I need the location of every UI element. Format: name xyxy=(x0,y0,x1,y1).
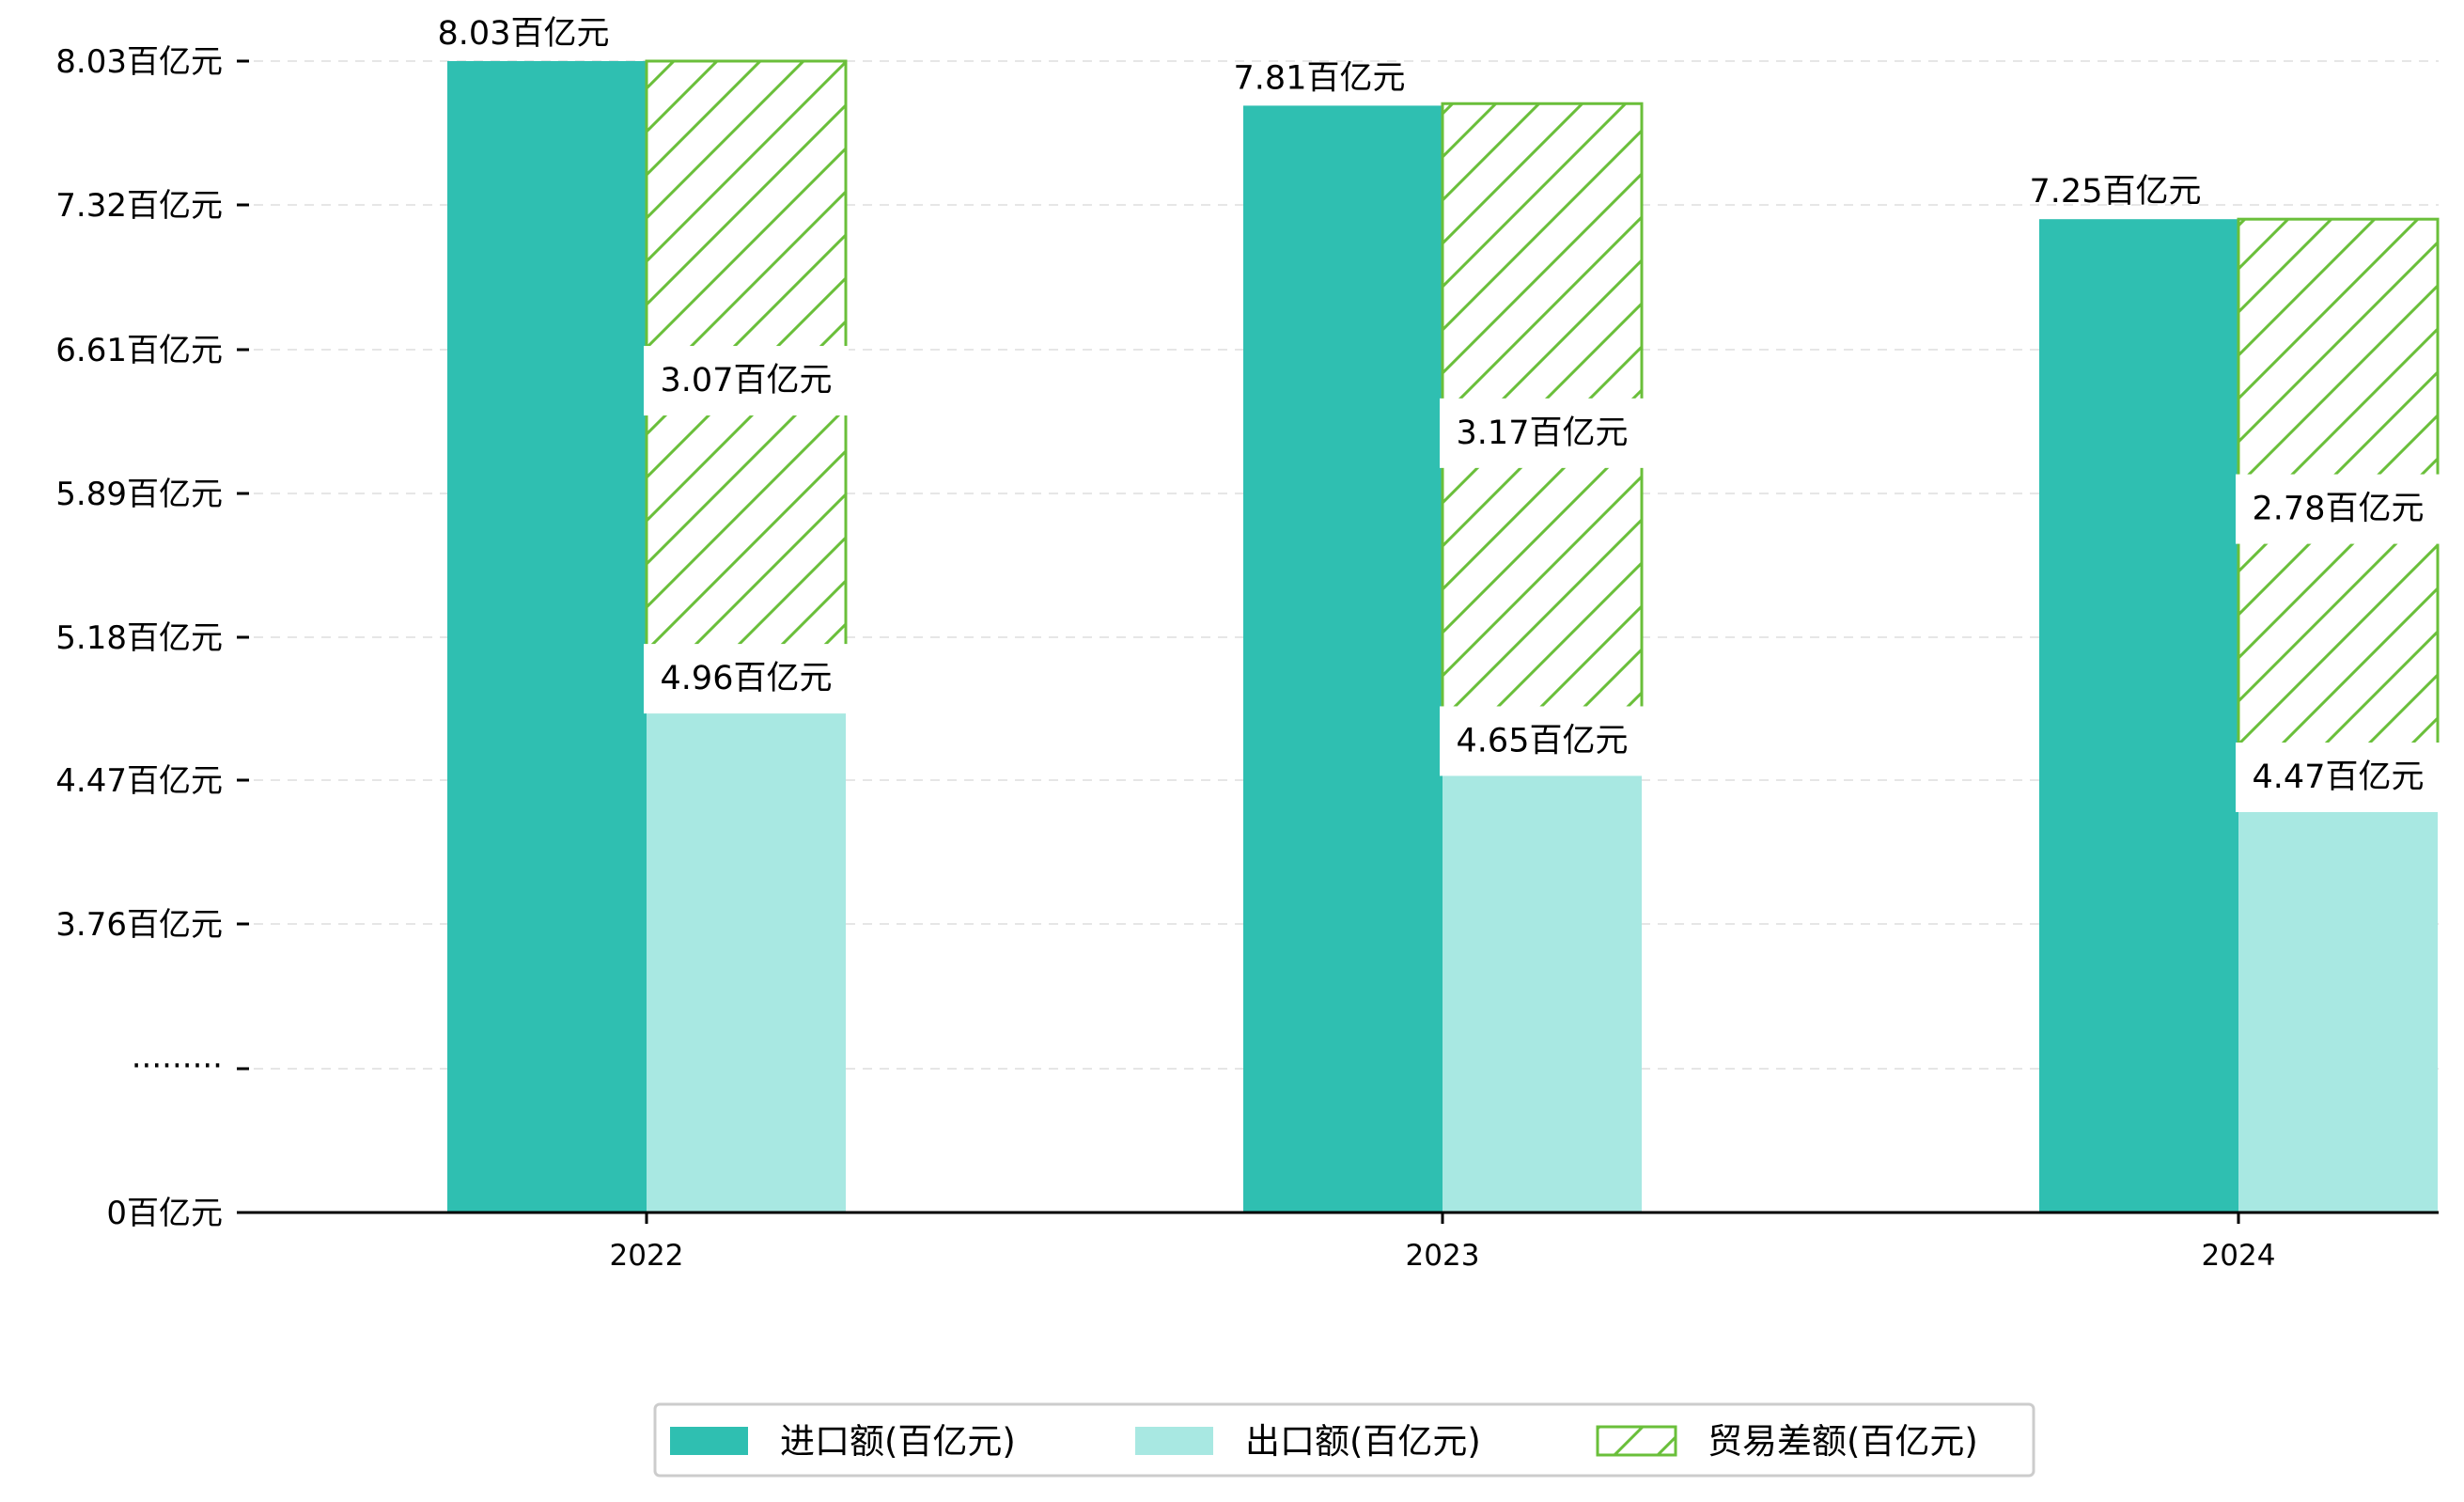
data-label-trade-balance: 3.17百亿元 xyxy=(1457,415,1629,452)
x-tick-label: 2024 xyxy=(2202,1239,2276,1273)
legend: 进口额(百亿元) 出口额(百亿元) 贸易差额(百亿元) xyxy=(653,1402,2035,1478)
legend-label-export: 出口额(百亿元) xyxy=(1245,1421,1481,1462)
y-tick-label: 5.89百亿元 xyxy=(55,476,223,513)
y-tick-label: 3.76百亿元 xyxy=(55,906,223,944)
y-tick-label: 7.32百亿元 xyxy=(55,187,223,225)
data-label-export: 4.47百亿元 xyxy=(2253,759,2425,796)
bar-import xyxy=(447,61,647,1213)
data-label-trade-balance: 2.78百亿元 xyxy=(2253,491,2425,528)
data-label-export: 4.96百亿元 xyxy=(661,660,833,697)
data-label-import: 7.81百亿元 xyxy=(1234,59,1406,97)
y-tick-label: 6.61百亿元 xyxy=(55,332,223,369)
y-tick-label: 8.03百亿元 xyxy=(55,43,223,81)
data-label-box xyxy=(644,644,849,714)
legend-box xyxy=(653,1402,2035,1478)
legend-swatch-export xyxy=(1135,1427,1213,1455)
bars xyxy=(447,59,2440,1213)
y-tick-label: 4.47百亿元 xyxy=(55,762,223,800)
bar-import xyxy=(1243,105,1443,1213)
x-tick-label: 2023 xyxy=(1406,1239,1480,1273)
data-label-import: 7.25百亿元 xyxy=(2030,173,2202,211)
y-axis-break-label: ········· xyxy=(132,1047,223,1085)
data-label-box xyxy=(1440,398,1645,468)
y-tick-label: 5.18百亿元 xyxy=(55,619,223,657)
data-labels: 8.03百亿元 4.96百亿元 3.07百亿元 7.81百亿元 4.65百亿元 3.17百… xyxy=(438,15,2441,812)
legend-label-import: 进口额(百亿元) xyxy=(780,1421,1016,1462)
legend-swatch-import xyxy=(670,1427,748,1455)
data-label-export: 4.65百亿元 xyxy=(1457,722,1629,759)
y-tick-label: 0百亿元 xyxy=(106,1195,223,1232)
bar-export xyxy=(1443,743,1642,1213)
data-label-import: 8.03百亿元 xyxy=(438,15,610,53)
bar-import xyxy=(2039,219,2238,1213)
legend-swatch-trade-balance xyxy=(1596,1425,1677,1457)
axes: 0百亿元 3.76百亿元 4.47百亿元 5.18百亿元 5.89百亿元 6.61百亿元 7… xyxy=(55,43,2439,1273)
bar-export xyxy=(2238,780,2438,1213)
x-tick-label: 2022 xyxy=(610,1239,684,1273)
legend-label-trade-balance: 贸易差额(百亿元) xyxy=(1708,1421,1978,1462)
data-label-box xyxy=(1440,706,1645,776)
data-label-box xyxy=(2236,743,2441,812)
data-label-trade-balance: 3.07百亿元 xyxy=(661,362,833,399)
bar-export xyxy=(647,681,846,1213)
data-label-box xyxy=(2236,474,2441,544)
data-label-box xyxy=(644,346,849,416)
